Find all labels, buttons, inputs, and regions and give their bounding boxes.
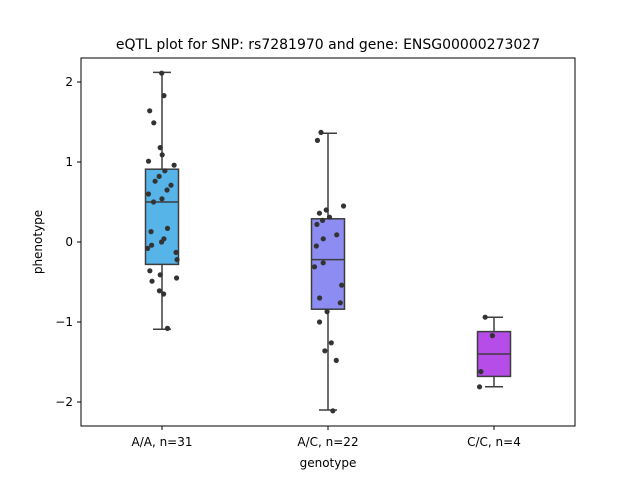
box-group bbox=[476, 316, 512, 388]
data-point bbox=[156, 288, 163, 294]
data-point bbox=[314, 221, 320, 227]
data-point bbox=[333, 357, 339, 363]
data-point bbox=[173, 249, 179, 255]
y-tick-label: −2 bbox=[55, 395, 73, 409]
data-point bbox=[174, 257, 180, 263]
data-point bbox=[318, 129, 324, 135]
data-point bbox=[159, 70, 165, 76]
data-point bbox=[316, 319, 323, 325]
data-point bbox=[161, 291, 167, 297]
data-point bbox=[150, 199, 157, 205]
data-point bbox=[328, 340, 334, 346]
data-point bbox=[162, 168, 168, 174]
data-point bbox=[330, 408, 336, 414]
data-point bbox=[319, 217, 326, 223]
data-point bbox=[168, 182, 174, 188]
data-point bbox=[323, 207, 329, 213]
data-point bbox=[320, 236, 326, 242]
data-point bbox=[334, 232, 340, 238]
data-point bbox=[324, 309, 330, 315]
data-point bbox=[148, 229, 154, 235]
data-point bbox=[157, 145, 163, 151]
data-point bbox=[147, 108, 153, 114]
box-group bbox=[310, 132, 346, 411]
data-point bbox=[158, 239, 165, 245]
data-point bbox=[337, 300, 343, 306]
y-tick-label: 2 bbox=[65, 75, 73, 89]
data-point bbox=[317, 295, 323, 301]
data-point bbox=[157, 272, 163, 278]
data-point bbox=[145, 158, 152, 164]
data-point bbox=[339, 282, 345, 288]
box bbox=[310, 218, 346, 310]
data-point bbox=[164, 225, 171, 231]
data-point bbox=[159, 196, 165, 202]
data-point bbox=[326, 214, 333, 220]
data-point bbox=[313, 243, 319, 249]
chart-title: eQTL plot for SNP: rs7281970 and gene: E… bbox=[116, 37, 540, 53]
x-tick-label: A/A, n=31 bbox=[131, 435, 192, 449]
data-point bbox=[320, 260, 326, 266]
y-tick-label: −1 bbox=[55, 315, 73, 329]
data-point bbox=[149, 242, 155, 248]
data-point bbox=[476, 384, 483, 390]
data-point bbox=[164, 325, 171, 331]
data-point bbox=[322, 348, 328, 354]
data-point bbox=[151, 120, 157, 126]
x-tick-label: C/C, n=4 bbox=[467, 435, 521, 449]
data-point bbox=[152, 178, 158, 184]
data-point bbox=[149, 278, 155, 284]
data-point bbox=[156, 173, 162, 179]
data-point bbox=[478, 369, 484, 375]
axes: 2 1 0 −1 −2 A/A, n=31 A/C, n=22 C/C, n=4 bbox=[55, 75, 521, 449]
data-point bbox=[164, 187, 170, 193]
data-point bbox=[171, 162, 177, 168]
data-point bbox=[316, 210, 323, 216]
data-point bbox=[482, 314, 488, 320]
data-point bbox=[147, 268, 153, 274]
data-point bbox=[161, 93, 167, 99]
data-point bbox=[314, 137, 321, 143]
plot-area bbox=[144, 70, 512, 414]
x-axis-label: genotype bbox=[300, 456, 357, 470]
box bbox=[144, 168, 180, 266]
data-point bbox=[311, 264, 318, 270]
x-tick-label: A/C, n=22 bbox=[297, 435, 358, 449]
y-axis-label: phenotype bbox=[31, 210, 45, 274]
data-point bbox=[489, 333, 496, 339]
y-tick-label: 1 bbox=[65, 155, 73, 169]
data-point bbox=[145, 245, 151, 251]
data-point bbox=[145, 191, 152, 197]
data-point bbox=[159, 152, 165, 158]
data-point bbox=[173, 275, 180, 281]
y-tick-label: 0 bbox=[65, 235, 73, 249]
data-point bbox=[340, 203, 347, 209]
